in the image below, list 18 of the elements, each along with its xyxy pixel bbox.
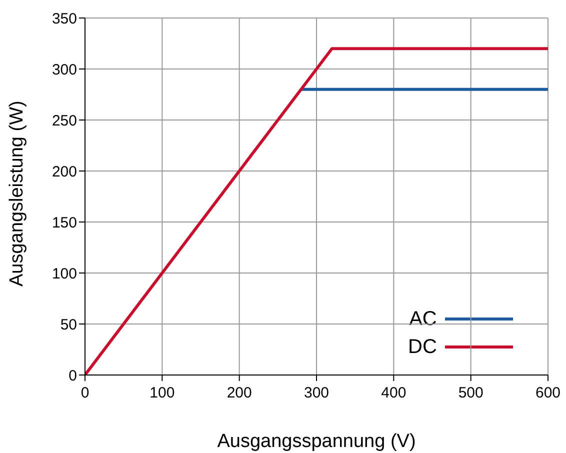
- y-tick-label: 250: [52, 112, 77, 130]
- x-tick-label: 100: [150, 384, 175, 402]
- x-tick-label: 400: [381, 384, 406, 402]
- y-tick-label: 200: [52, 163, 77, 180]
- x-tick-label: 200: [226, 384, 252, 402]
- x-axis-title: Ausgangsspannung (V): [217, 431, 416, 452]
- y-axis-title: Ausgangsleistung (W): [6, 100, 28, 286]
- x-tick-label: 600: [535, 384, 561, 402]
- y-tick-label: 50: [60, 316, 77, 334]
- x-tick-label: 500: [458, 384, 484, 402]
- y-tick-label: 0: [68, 367, 77, 384]
- x-tick-label: 0: [80, 384, 90, 402]
- legend-label: DC: [408, 336, 437, 358]
- y-tick-label: 150: [52, 214, 77, 232]
- y-tick-label: 350: [52, 10, 77, 28]
- y-tick-label: 100: [52, 265, 77, 282]
- y-tick-label: 300: [52, 61, 77, 78]
- x-tick-label: 300: [304, 384, 330, 402]
